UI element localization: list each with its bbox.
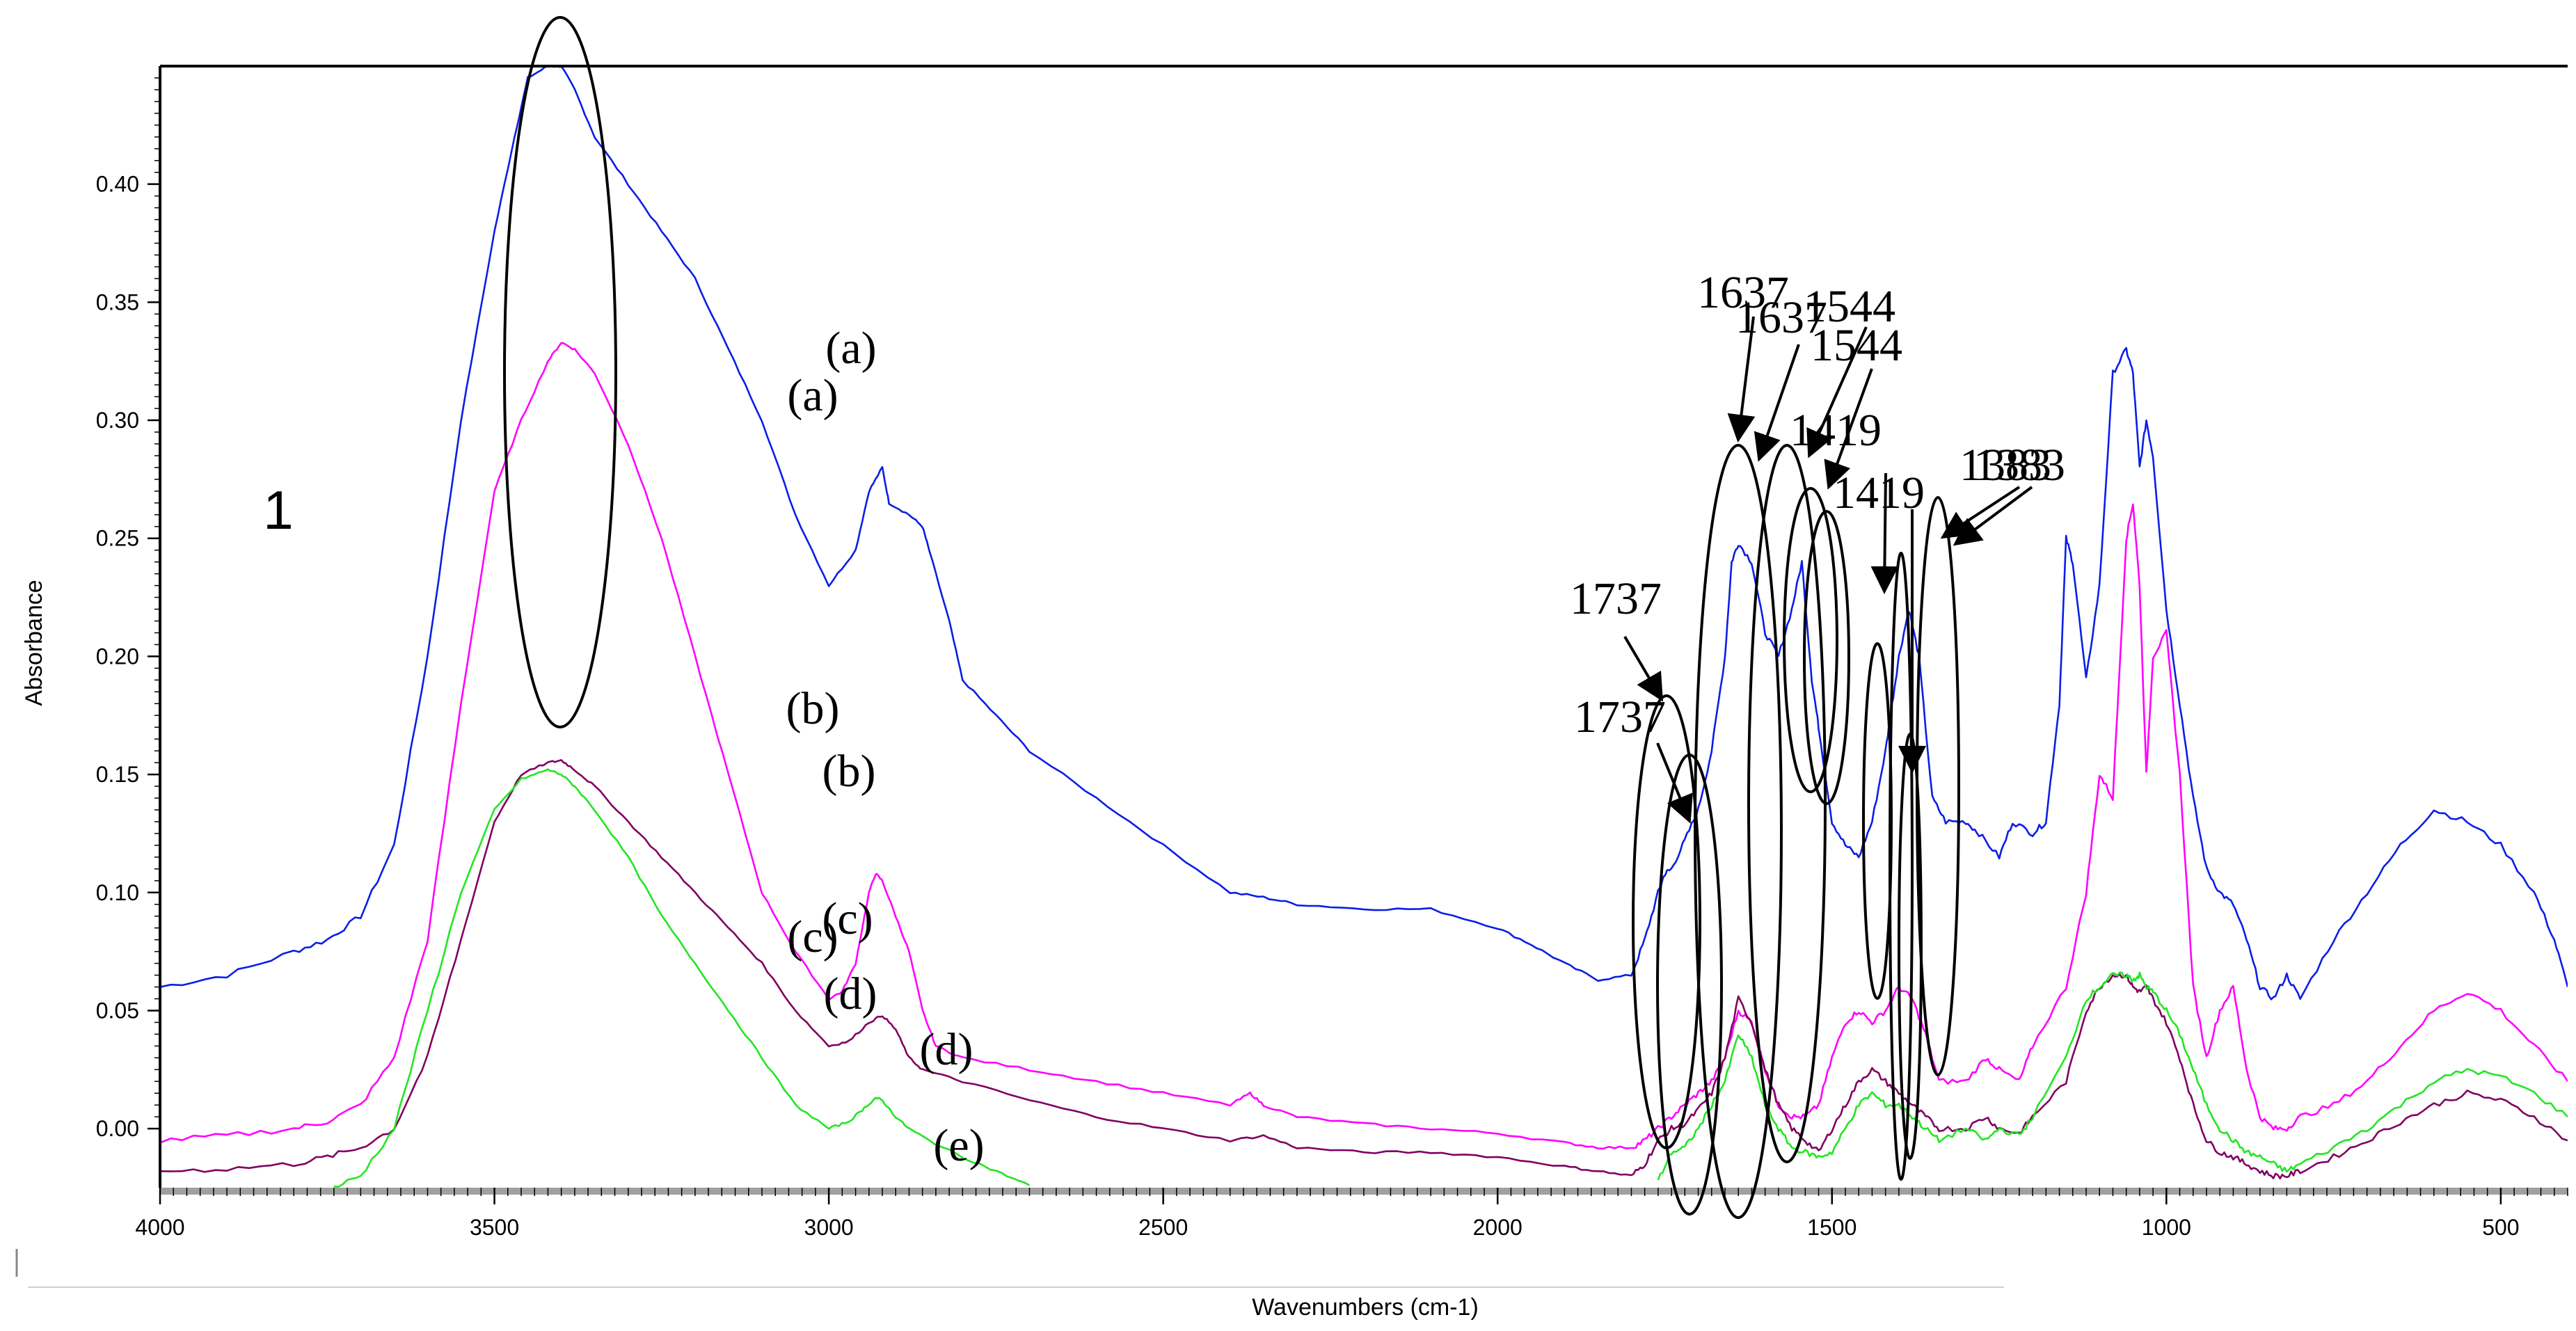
curve-label: (c) [787, 911, 838, 962]
annotation-arrow [1806, 326, 1868, 459]
curve-label: (c) [822, 893, 873, 944]
annotation-arrow [1727, 316, 1756, 443]
curve-label: (b) [822, 746, 876, 797]
curve-label: (d) [920, 1024, 973, 1075]
annotation-ellipse [1803, 510, 1850, 805]
annotation-arrow [1824, 368, 1873, 490]
x-tick-label: 2500 [1138, 1215, 1188, 1240]
peak-label: 1383 [1973, 440, 2065, 491]
y-tick-label: 0.05 [96, 998, 139, 1023]
x-tick-label: 500 [2482, 1215, 2519, 1240]
peak-label: 1383 [1959, 440, 2051, 491]
peak-label: 1737 [1570, 573, 1662, 624]
curve-label: (e) [933, 1120, 984, 1171]
annotation-ellipse [1889, 552, 1914, 1181]
annotation-ellipse [1783, 487, 1838, 793]
annotation-arrow [1754, 344, 1800, 462]
peak-label: 1419 [1790, 405, 1882, 456]
x-axis-title: Wavenumbers (cm-1) [1252, 1294, 1479, 1321]
x-tick-label: 3500 [470, 1215, 519, 1240]
annotations-layer: (a)(a)(b)(b)(c)(c)(d)(d)(e)1737173716371… [503, 16, 2065, 1219]
y-tick-label: 0.25 [96, 526, 139, 551]
y-tick-label: 0.00 [96, 1116, 139, 1141]
peak-label: 1544 [1804, 281, 1895, 332]
axes-layer: 0.00 0.05 0.10 0.15 0.20 0.25 0.30 0.35 0.40 4000… [15, 65, 2568, 1288]
series-line-3 [333, 768, 1031, 1188]
y-tick-label: 0.40 [96, 172, 139, 197]
annotation-ellipse [503, 16, 617, 728]
series-layer [160, 66, 2568, 1188]
x-tick-label: 2000 [1473, 1215, 1522, 1240]
curve-label: (a) [825, 323, 876, 374]
peak-label: 1544 [1811, 320, 1902, 371]
annotation-arrow [1623, 635, 1664, 702]
annotation-arrow [1953, 486, 2033, 546]
y-tick-label: 0.20 [96, 644, 139, 669]
y-axis-title: Absorbance [21, 580, 47, 706]
x-tick-label: 1500 [1807, 1215, 1857, 1240]
annotation-ellipse [1656, 754, 1723, 1216]
annotation-arrow [1656, 742, 1693, 824]
y-tick-label: 0.35 [96, 289, 139, 314]
x-tick-label: 4000 [135, 1215, 184, 1240]
panel-number: 1 [263, 479, 293, 541]
curve-label: (d) [824, 969, 877, 1019]
y-tick-label: 0.30 [96, 408, 139, 433]
annotation-ellipse [1694, 444, 1783, 1219]
curve-label: (b) [786, 683, 840, 734]
curve-label: (a) [787, 370, 838, 421]
annotation-ellipse [1916, 496, 1960, 1076]
series-line-2 [160, 759, 2568, 1180]
series-line-0 [160, 66, 2568, 1001]
peak-label: 1637 [1697, 267, 1789, 318]
y-tick-label: 0.15 [96, 762, 139, 787]
series-line-4 [1657, 971, 2568, 1181]
x-tick-label: 1000 [2142, 1215, 2191, 1240]
y-tick-label: 0.10 [96, 880, 139, 905]
annotation-arrow [1870, 472, 1899, 594]
x-tick-label: 3000 [804, 1215, 854, 1240]
